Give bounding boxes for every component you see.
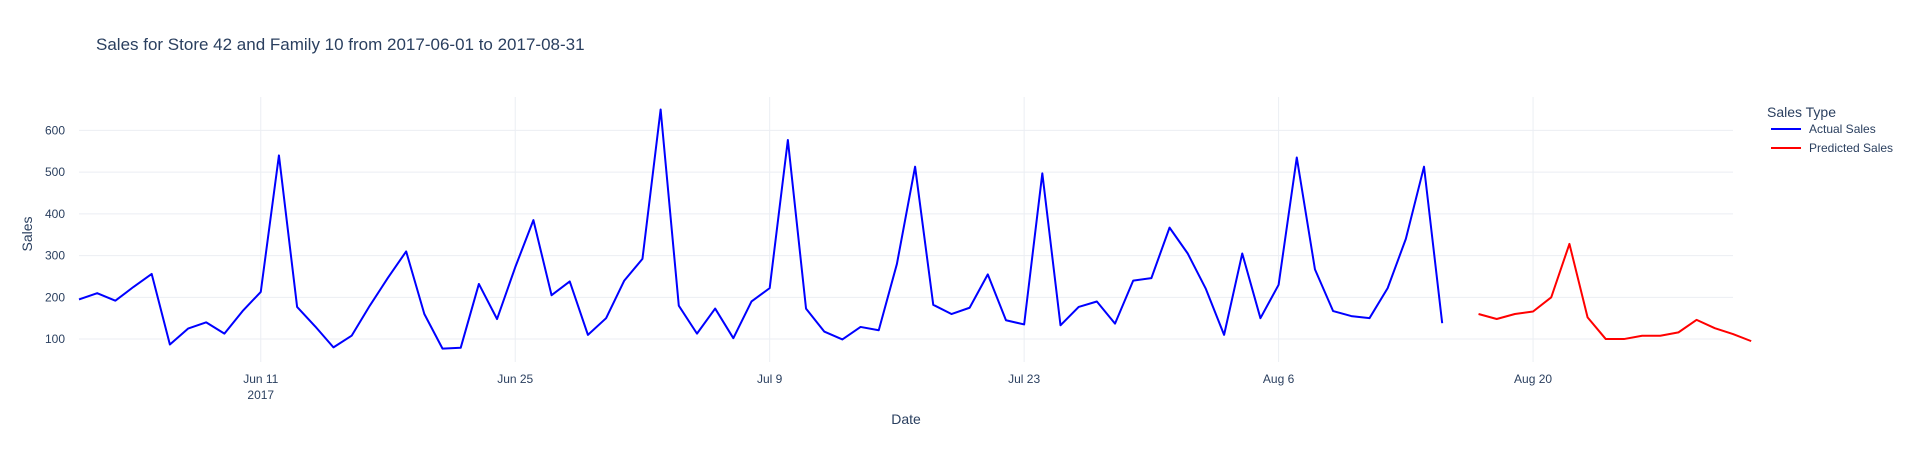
- legend-title: Sales Type: [1767, 104, 1836, 120]
- legend-items: Actual Sales Predicted Sales: [1771, 122, 1893, 155]
- y-tick-label: 600: [45, 123, 65, 137]
- chart-title: Sales for Store 42 and Family 10 from 20…: [96, 35, 585, 54]
- legend-label-predicted-sales: Predicted Sales: [1809, 141, 1893, 155]
- x-axis-title: Date: [891, 411, 921, 427]
- x-tick-label: Aug 6: [1263, 372, 1295, 386]
- y-tick-label: 400: [45, 207, 65, 221]
- legend-label-actual-sales: Actual Sales: [1809, 122, 1876, 136]
- y-tick-label: 100: [45, 332, 65, 346]
- gridlines: [79, 97, 1733, 362]
- y-axis-ticks: 100 200 300 400 500 600: [45, 123, 65, 346]
- series-line-actual-sales: [78, 108, 1444, 350]
- y-axis-title: Sales: [19, 216, 35, 251]
- x-tick-label: Jul 9: [757, 372, 783, 386]
- x-axis-ticks: Jun 11 2017 Jun 25 Jul 9 Jul 23 Aug 6 Aug 20: [243, 372, 1552, 402]
- y-tick-label: 200: [45, 290, 65, 304]
- x-tick-label: Jun 11: [243, 372, 278, 386]
- x-tick-label: Aug 20: [1514, 372, 1552, 386]
- x-tick-label: Jul 23: [1008, 372, 1040, 386]
- y-tick-label: 300: [45, 249, 65, 263]
- x-tick-sublabel: 2017: [247, 388, 274, 402]
- series-line-predicted-sales: [1478, 242, 1752, 343]
- y-tick-label: 500: [45, 165, 65, 179]
- series-lines: [78, 108, 1752, 350]
- legend: Sales Type Actual Sales Predicted Sales: [1767, 104, 1893, 155]
- x-tick-label: Jun 25: [497, 372, 533, 386]
